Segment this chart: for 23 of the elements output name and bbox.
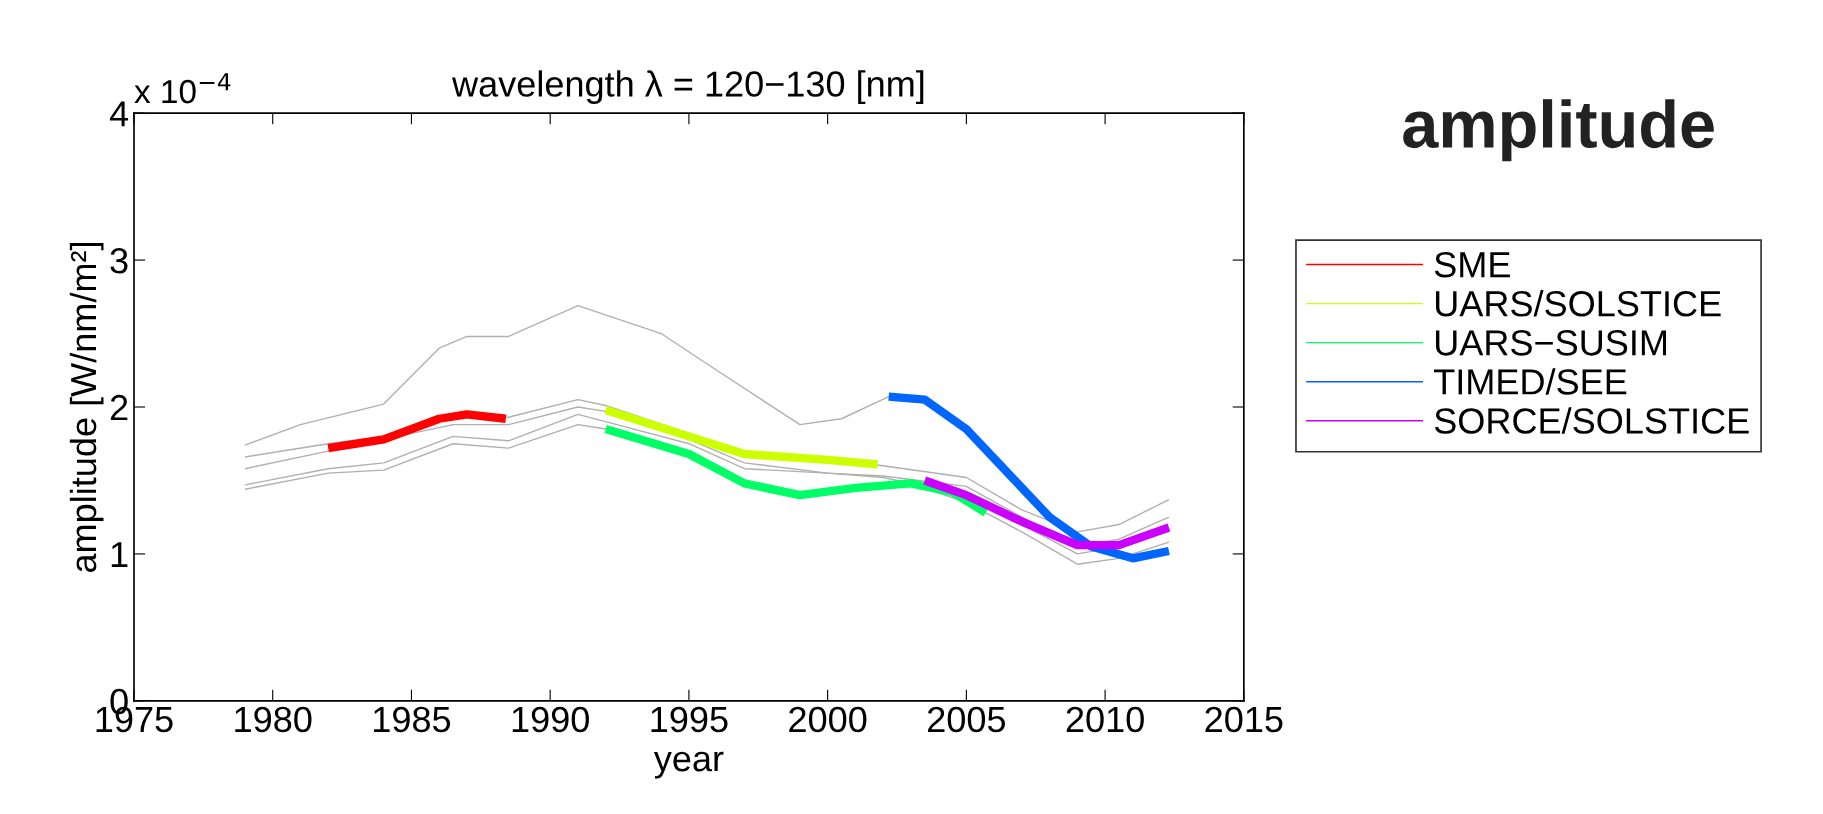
x-tick-label: 2010 xyxy=(1066,706,1144,733)
y-axis-title: amplitude [W/nm/m²] xyxy=(69,243,104,572)
chart-title: wavelength λ = 120−130 [nm] xyxy=(451,70,924,104)
legend-label: TIMED/SEE xyxy=(1434,368,1627,395)
x-axis-title: year xyxy=(653,751,724,779)
legend-label: UARS/SOLSTICE xyxy=(1435,290,1721,317)
legend-label: SME xyxy=(1434,251,1510,278)
x-tick-label: 2000 xyxy=(789,706,867,733)
legend-label: UARS−SUSIM xyxy=(1435,330,1667,356)
x-tick-label: 1990 xyxy=(512,706,589,733)
y-tick-label: 2 xyxy=(110,394,128,421)
x-tick-label: 2015 xyxy=(1205,706,1283,733)
x-tick-label: 1980 xyxy=(235,706,312,733)
x-tick-label: 2005 xyxy=(928,706,1006,733)
y-tick-label: 3 xyxy=(110,247,128,274)
y-tick-label: 1 xyxy=(111,542,128,568)
line-series xyxy=(244,304,890,446)
text: amplitude xyxy=(1403,99,1714,162)
x-tick-label: 1985 xyxy=(374,706,451,733)
legend-label: SORCE/SOLSTICE xyxy=(1434,407,1749,434)
y-tick-label: 4 xyxy=(109,101,129,127)
x-tick-label: 1995 xyxy=(651,706,728,733)
text: x 10$^{−4}$ xyxy=(134,73,231,104)
